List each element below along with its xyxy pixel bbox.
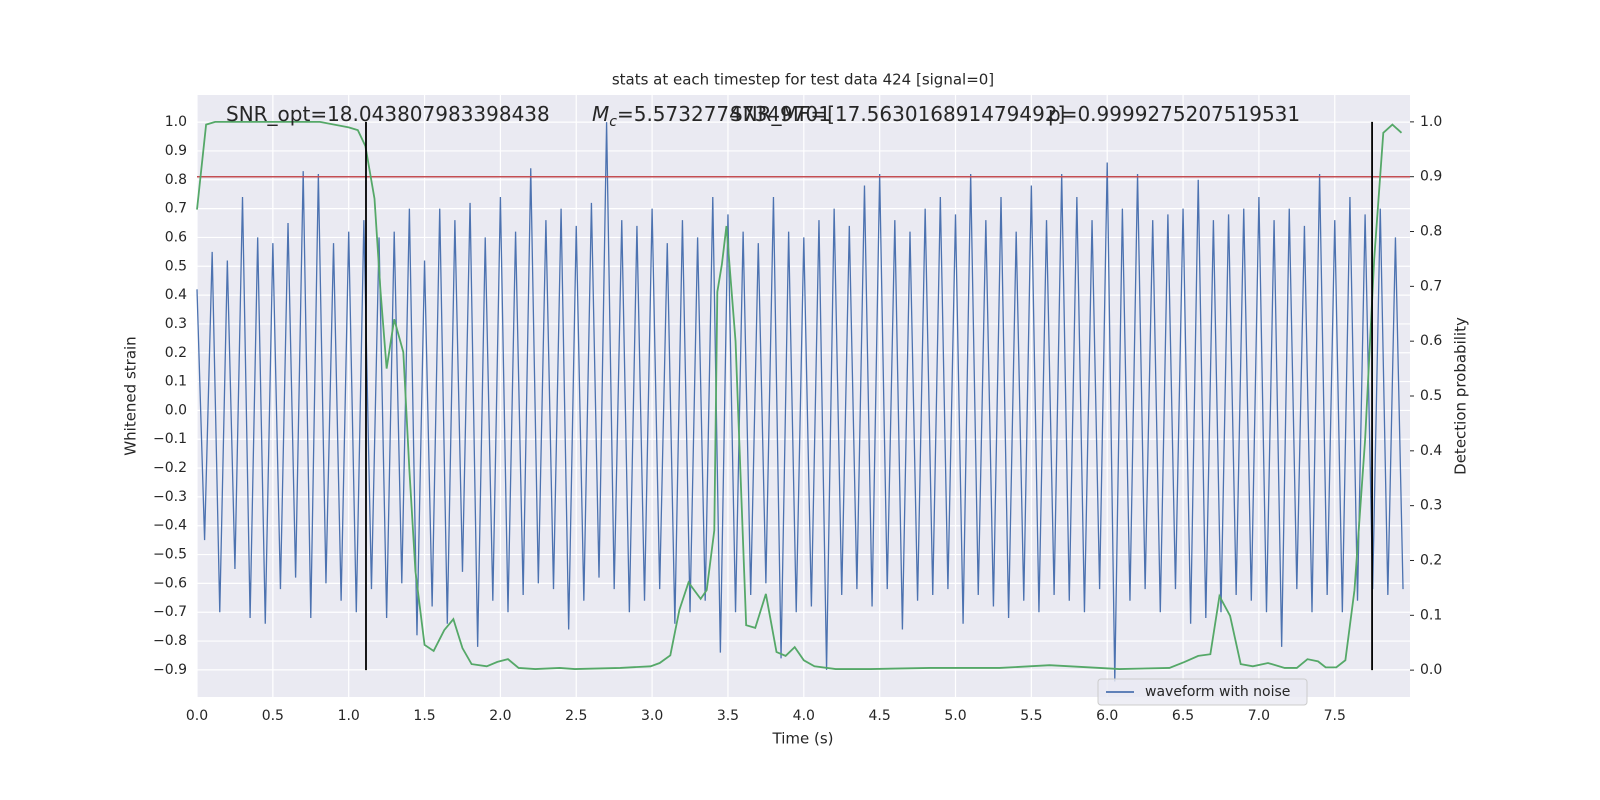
y-tick-label: 0.4 (165, 287, 187, 303)
annotation: Mc=5.57327747349701 (592, 102, 831, 130)
annotation: SNR_opt=18.043807983398438 (226, 102, 550, 126)
y-tick-label: −0.6 (153, 575, 187, 591)
x-tick-label: 5.5 (1020, 708, 1042, 724)
x-axis-label: Time (s) (772, 730, 834, 748)
y2-tick-label: 0.2 (1420, 552, 1442, 568)
y2-tick-label: 0.7 (1420, 278, 1442, 294)
y-tick-label: 0.1 (165, 374, 187, 390)
y-tick-label: −0.7 (153, 604, 187, 620)
annotation: p=0.9999275207519531 (1048, 102, 1300, 126)
annotation: SNR_MF=[17.563016891479492] (730, 102, 1065, 126)
y-tick-label: 0.3 (165, 316, 187, 332)
x-tick-label: 4.0 (793, 708, 815, 724)
labels: 0.0 0.5 1.0 1.5 2.0 2.5 3.0 3.5 4.0 4.5 5.0 5.5 6.0 6… (153, 114, 1442, 724)
x-tick-label: 2.0 (489, 708, 511, 724)
y-tick-label: −0.9 (153, 662, 187, 678)
x-tick-label: 1.5 (413, 708, 435, 724)
y2-axis-label: Detection probability (1452, 317, 1470, 475)
y-tick-label: 0.0 (165, 402, 187, 418)
probability-line (196, 120, 1403, 670)
annotation-symbol: M (592, 102, 609, 126)
y-tick-label: 0.8 (165, 172, 187, 188)
y-tick-label: −0.4 (153, 518, 187, 534)
x-tick-label: 3.0 (641, 708, 663, 724)
y2-tick-label: 0.8 (1420, 224, 1442, 240)
y2-tick-label: 0.5 (1420, 388, 1442, 404)
y-tick-label: −0.1 (153, 431, 187, 447)
y-tick-label: 0.6 (165, 229, 187, 245)
y-tick-label: −0.8 (153, 633, 187, 649)
x-tick-label: 1.0 (338, 708, 360, 724)
y2-tick-label: 1.0 (1420, 114, 1442, 130)
legend-label: waveform with noise (1145, 684, 1290, 700)
x-tick-label: 2.5 (565, 708, 587, 724)
y2-tick-label: 0.3 (1420, 498, 1442, 514)
y-tick-label: 0.5 (165, 258, 187, 274)
y-tick-label: 0.9 (165, 143, 187, 159)
x-tick-label: 0.0 (186, 708, 208, 724)
legend-box (1097, 678, 1308, 706)
chart-title: stats at each timestep for test data 424… (612, 71, 994, 89)
marks (196, 120, 1410, 682)
x-tick-label: 0.5 (262, 708, 284, 724)
waveform-line (196, 122, 1404, 682)
annotation-subscript: c (609, 114, 617, 130)
x-tick-label: 5.0 (944, 708, 966, 724)
x-tick-label: 3.5 (717, 708, 739, 724)
annotation-value: =5.57327747349701 (617, 102, 831, 126)
y2-tick-label: 0.6 (1420, 333, 1442, 349)
y-tick-label: −0.5 (153, 547, 187, 563)
y-tick-label: 0.7 (165, 201, 187, 217)
grid (196, 95, 1410, 697)
x-tick-label: 7.0 (1248, 708, 1270, 724)
y-tick-label: 0.2 (165, 345, 187, 361)
x-tick-label: 6.0 (1096, 708, 1118, 724)
y-tick-label: −0.2 (153, 460, 187, 476)
y2-tick-label: 0.4 (1420, 443, 1442, 459)
x-tick-label: 4.5 (869, 708, 891, 724)
y2-tick-label: 0.9 (1420, 169, 1442, 185)
y-axis-label: Whitened strain (122, 336, 140, 455)
x-tick-label: 6.5 (1172, 708, 1194, 724)
y-tick-label: 1.0 (165, 114, 187, 130)
legend: waveform with noise (1097, 678, 1308, 706)
y2-tick-label: 0.0 (1420, 662, 1442, 678)
x-tick-label: 7.5 (1324, 708, 1346, 724)
y2-tick-label: 0.1 (1420, 607, 1442, 623)
y-tick-label: −0.3 (153, 489, 187, 505)
